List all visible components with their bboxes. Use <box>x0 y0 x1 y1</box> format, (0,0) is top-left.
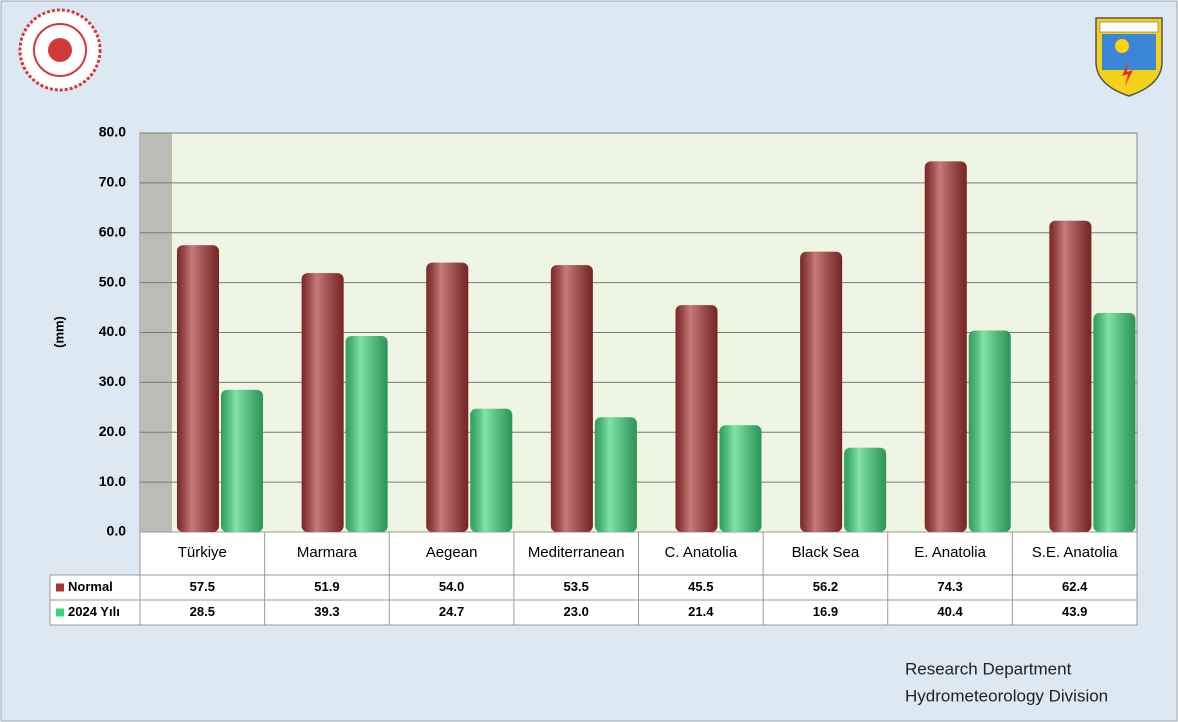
data-label: 45.5 <box>688 579 713 594</box>
y-tick-label: 10.0 <box>99 473 126 489</box>
bar-shade <box>844 447 887 532</box>
bar-shade <box>470 408 513 532</box>
data-label: 40.4 <box>937 604 963 619</box>
data-label: 53.5 <box>564 579 589 594</box>
footer: Hydrometeorology Division <box>905 686 1108 705</box>
logo-left <box>18 8 102 92</box>
data-label: 21.4 <box>688 604 714 619</box>
data-label: 16.9 <box>813 604 838 619</box>
x-tick-label: Mediterranean <box>528 544 625 561</box>
y-tick-label: 50.0 <box>99 273 126 289</box>
legend-swatch <box>56 608 64 617</box>
x-tick-label: S.E. Anatolia <box>1032 544 1119 561</box>
bar-shade <box>968 330 1011 532</box>
legend-label: 2024 Yılı <box>68 604 120 619</box>
data-label: 23.0 <box>564 604 589 619</box>
data-label: 39.3 <box>314 604 339 619</box>
data-label: 62.4 <box>1062 579 1088 594</box>
y-tick-label: 0.0 <box>107 523 127 539</box>
data-label: 24.7 <box>439 604 464 619</box>
bar-shade <box>301 273 344 532</box>
bar-shade <box>345 335 388 532</box>
bar-shade <box>719 425 762 532</box>
bar-shade <box>800 251 843 532</box>
y-tick-label: 80.0 <box>99 124 126 140</box>
logo-right <box>1095 17 1163 97</box>
footer: Research Department <box>905 659 1072 678</box>
x-tick-label: Türkiye <box>178 544 227 561</box>
bar-shade <box>550 265 593 532</box>
bar-shade <box>1093 313 1136 532</box>
data-label: 56.2 <box>813 579 838 594</box>
y-tick-label: 30.0 <box>99 373 126 389</box>
y-axis-label: (mm) <box>51 316 66 348</box>
bar-shade <box>675 305 718 532</box>
x-tick-label: E. Anatolia <box>914 544 986 561</box>
y-tick-label: 60.0 <box>99 223 126 239</box>
data-label: 54.0 <box>439 579 464 594</box>
data-label: 57.5 <box>190 579 215 594</box>
bar-shade <box>1049 220 1092 532</box>
data-label: 74.3 <box>937 579 962 594</box>
data-label: 28.5 <box>190 604 215 619</box>
bar-shade <box>426 262 469 532</box>
y-tick-label: 40.0 <box>99 323 126 339</box>
x-tick-label: Marmara <box>297 544 358 561</box>
data-label: 51.9 <box>314 579 339 594</box>
bar-shade <box>924 161 967 532</box>
bar-shade <box>177 245 219 532</box>
legend-label: Normal <box>68 579 113 594</box>
y-tick-label: 70.0 <box>99 174 126 190</box>
bar-shade <box>221 389 263 532</box>
legend-swatch <box>56 583 64 592</box>
x-tick-label: Aegean <box>426 544 478 561</box>
bar-shade <box>594 417 637 532</box>
x-tick-label: Black Sea <box>792 544 860 561</box>
data-label: 43.9 <box>1062 604 1087 619</box>
y-tick-label: 20.0 <box>99 423 126 439</box>
x-tick-label: C. Anatolia <box>665 544 738 561</box>
